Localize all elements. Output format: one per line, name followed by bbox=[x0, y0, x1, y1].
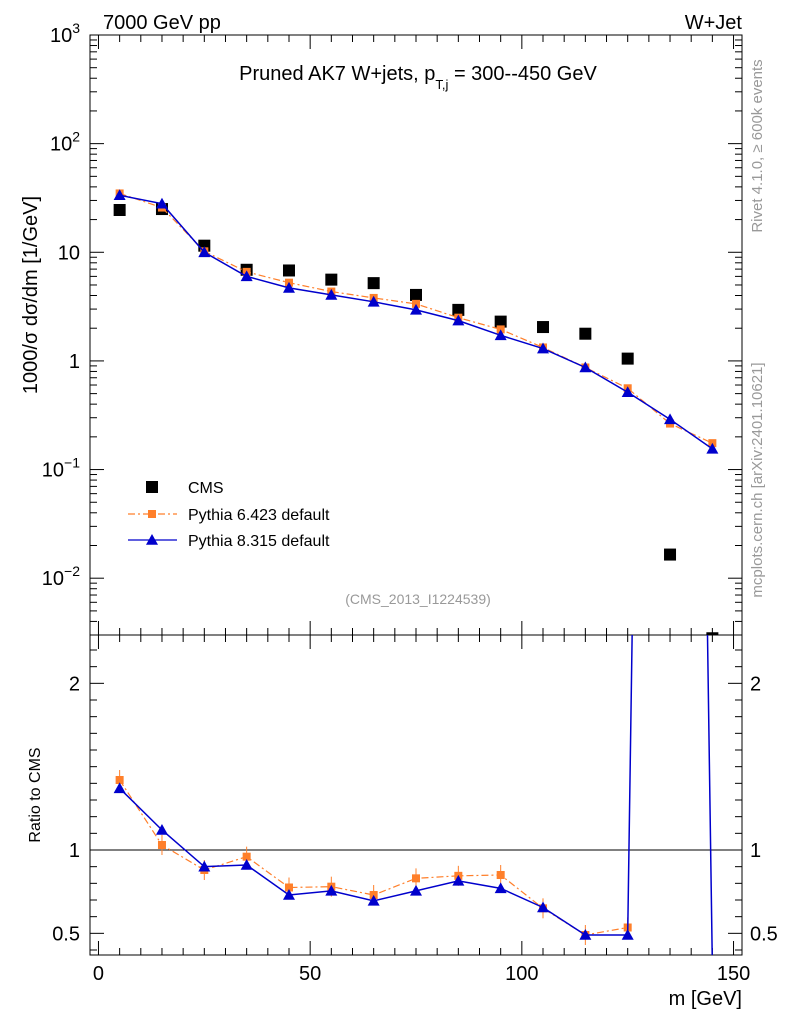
cms-data-point bbox=[282, 264, 295, 277]
main-y-tick-label: 10−1 bbox=[42, 455, 80, 482]
pythia8-point bbox=[621, 386, 634, 398]
main-y-tick-exponent: −1 bbox=[64, 455, 80, 471]
pythia8-point bbox=[664, 413, 677, 425]
pythia8-ratio-point bbox=[537, 901, 550, 913]
cms-data-point bbox=[410, 288, 422, 301]
cms-data-point bbox=[367, 277, 380, 290]
pythia8-point bbox=[537, 342, 550, 354]
pythia8-ratio-point bbox=[198, 860, 211, 872]
x-tick-label: 150 bbox=[717, 963, 750, 985]
analysis-label: (CMS_2013_I1224539) bbox=[345, 591, 491, 607]
cms-data-point bbox=[113, 203, 126, 216]
pythia8-ratio-point bbox=[282, 889, 295, 900]
ratio-y-tick-label-left: 0.5 bbox=[52, 923, 80, 945]
main-series-line-2 bbox=[119, 194, 713, 450]
main-y-tick-label: 1 bbox=[69, 351, 80, 373]
ratio-y-tick-label-right: 2 bbox=[750, 673, 761, 695]
x-tick-label: 100 bbox=[505, 963, 538, 985]
main-y-tick-label: 10−2 bbox=[42, 563, 80, 590]
pythia8-point bbox=[155, 197, 168, 209]
pythia6-ratio-point bbox=[115, 776, 124, 784]
x-tick-label: 0 bbox=[93, 963, 104, 985]
x-axis-label: m [GeV] bbox=[669, 988, 742, 1010]
header-left: 7000 GeV pp bbox=[103, 12, 221, 34]
ratio-y-axis-label: Ratio to CMS bbox=[27, 747, 44, 842]
legend-marker-cms bbox=[146, 481, 158, 493]
ratio-y-tick-label-left: 2 bbox=[69, 673, 80, 695]
main-y-tick-label: 103 bbox=[50, 20, 80, 47]
pythia8-ratio-point bbox=[579, 929, 592, 940]
main-y-tick-exponent: −2 bbox=[64, 563, 80, 579]
pythia8-point bbox=[494, 329, 507, 341]
pythia8-point bbox=[325, 288, 338, 300]
main-y-tick-label: 102 bbox=[50, 129, 80, 156]
cms-data-point bbox=[325, 273, 338, 286]
x-tick-label: 50 bbox=[299, 963, 321, 985]
pythia8-point bbox=[367, 295, 380, 307]
ratio-series-line-0 bbox=[119, 779, 628, 936]
pythia8-point bbox=[198, 246, 211, 258]
legend-label: Pythia 6.423 default bbox=[188, 507, 330, 524]
main-series-line-1 bbox=[119, 192, 713, 444]
pythia8-point bbox=[706, 442, 719, 454]
cms-data-point bbox=[537, 321, 550, 334]
main-y-axis-label: 1000/σ dσ/dm [1/GeV] bbox=[20, 196, 42, 394]
pythia8-point bbox=[282, 281, 295, 293]
legend-marker-pythia6 bbox=[148, 510, 156, 518]
cms-data-point bbox=[706, 632, 719, 635]
pythia8-ratio-point bbox=[325, 884, 338, 896]
legend: CMS Pythia 6.423 default Pythia 8.315 defa… bbox=[128, 480, 330, 550]
main-y-tick-base: 10 bbox=[50, 134, 72, 156]
legend-label: Pythia 8.315 default bbox=[188, 533, 330, 550]
pythia8-point bbox=[113, 189, 126, 201]
cms-data-point bbox=[621, 352, 634, 365]
pythia8-ratio-point bbox=[494, 882, 507, 894]
cms-data-point bbox=[579, 327, 592, 340]
main-y-tick-exponent: 3 bbox=[72, 20, 80, 36]
header-right: W+Jet bbox=[685, 12, 743, 34]
pythia8-point bbox=[410, 303, 422, 315]
pythia8-point bbox=[240, 270, 253, 282]
legend-label: CMS bbox=[188, 480, 224, 497]
cms-data-point bbox=[452, 303, 465, 316]
cms-data-point bbox=[494, 315, 507, 328]
pythia8-ratio-point bbox=[452, 874, 465, 886]
main-y-tick-exponent: 2 bbox=[72, 129, 80, 145]
rivet-version-label: Rivet 4.1.0, ≥ 600k events bbox=[749, 59, 766, 232]
pythia6-ratio-point bbox=[284, 883, 293, 892]
pythia8-ratio-point bbox=[367, 894, 380, 906]
pythia6-ratio-point bbox=[412, 874, 420, 883]
ratio-y-tick-label-right: 0.5 bbox=[750, 923, 778, 945]
main-y-tick-base: 1 bbox=[69, 351, 80, 373]
pythia6-ratio-point bbox=[242, 852, 251, 861]
pythia6-ratio-point bbox=[496, 871, 505, 879]
main-y-tick-base: 10 bbox=[50, 25, 72, 47]
ratio-y-tick-label-left: 1 bbox=[69, 840, 80, 862]
main-y-tick-base: 10 bbox=[58, 242, 80, 264]
main-y-tick-label: 10 bbox=[58, 242, 80, 264]
ratio-series-group bbox=[113, 635, 713, 955]
pythia6-ratio-point bbox=[157, 841, 166, 849]
main-series-group bbox=[113, 189, 719, 635]
pythia8-point bbox=[452, 314, 465, 326]
mcplots-label: mcplots.cern.ch [arXiv:2401.10621] bbox=[749, 362, 766, 597]
pythia8-ratio-point bbox=[621, 929, 634, 940]
main-y-tick-base: 10 bbox=[42, 568, 64, 590]
pythia8-ratio-point bbox=[410, 884, 422, 896]
ratio-plot-frame bbox=[89, 634, 743, 956]
ratio-y-tick-label-right: 1 bbox=[750, 840, 761, 862]
pythia8-point bbox=[579, 361, 592, 373]
main-y-tick-base: 10 bbox=[42, 460, 64, 482]
data-series bbox=[113, 189, 719, 955]
pythia8-ratio-point bbox=[155, 824, 168, 835]
pythia8-ratio-point bbox=[113, 782, 126, 794]
pythia8-ratio-point bbox=[240, 859, 253, 870]
main-title: Pruned AK7 W+jets, pT,j = 300--450 GeV bbox=[239, 63, 597, 92]
cms-data-point bbox=[664, 548, 677, 561]
legend-marker-pythia8 bbox=[146, 534, 158, 545]
